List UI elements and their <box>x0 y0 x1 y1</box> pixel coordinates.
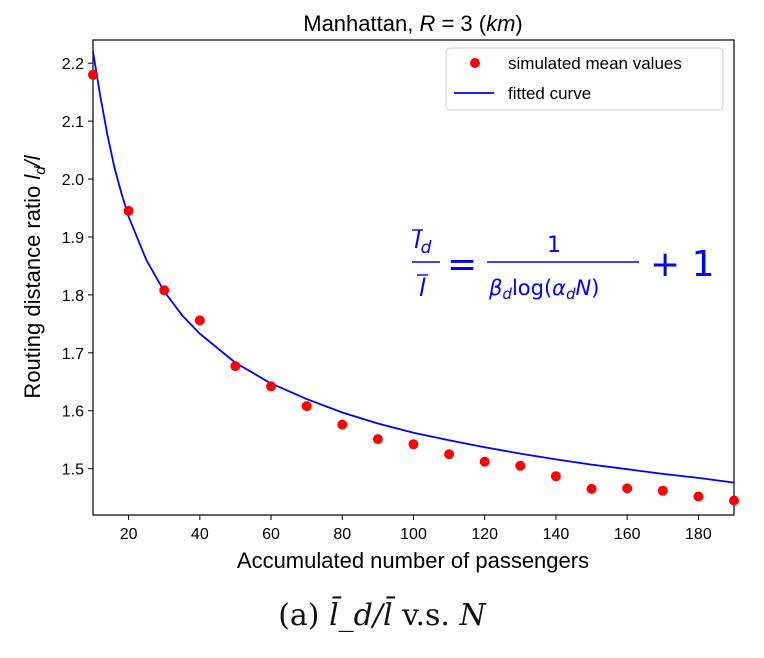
scatter-point <box>194 315 205 326</box>
legend-box <box>445 47 724 111</box>
legend-label-fitted: fitted curve <box>508 84 591 103</box>
y-tick-label: 1.6 <box>62 404 84 421</box>
caption-middle: v.s. <box>392 598 460 633</box>
svg-text:1: 1 <box>547 233 561 258</box>
scatter-point <box>550 471 561 482</box>
x-tick-label: 40 <box>191 526 209 543</box>
svg-text:βdlog(αdN): βdlog(αdN) <box>488 276 599 303</box>
x-tick-label: 60 <box>262 526 280 543</box>
legend-marker-simulated <box>470 58 480 68</box>
x-tick-label: 80 <box>333 526 351 543</box>
x-axis-label: Accumulated number of passengers <box>237 548 589 573</box>
chart: Manhattan, R = 3 (km) 20 40 60 80 100 120 140 1… <box>20 11 739 573</box>
caption-label: (a) <box>278 598 330 633</box>
scatter-point <box>408 439 419 450</box>
x-axis-ticks: 20 40 60 80 100 120 140 160 180 <box>120 515 712 543</box>
scatter-point <box>372 434 383 445</box>
scatter-point <box>622 483 633 494</box>
x-tick-label: 140 <box>543 526 570 543</box>
x-tick-label: 180 <box>685 526 712 543</box>
y-tick-label: 1.8 <box>62 288 84 305</box>
scatter-point <box>266 381 277 392</box>
caption-math: l̄_d/l̄ <box>329 598 393 633</box>
legend-label-simulated: simulated mean values <box>508 54 682 73</box>
scatter-point <box>444 449 455 460</box>
svg-text:l: l <box>419 274 426 302</box>
scatter-point <box>123 205 134 216</box>
caption-variable: N <box>459 598 486 633</box>
y-tick-label: 1.9 <box>62 230 84 247</box>
y-axis-ticks: 1.5 1.6 1.7 1.8 1.9 2.0 2.1 2.2 <box>62 56 93 479</box>
scatter-point <box>479 456 490 467</box>
scatter-point <box>88 69 98 80</box>
y-axis-label: Routing distance ratio ld/l <box>20 154 49 398</box>
svg-text:=: = <box>447 244 477 285</box>
fitted-curve-line <box>92 51 735 484</box>
x-tick-label: 160 <box>614 526 641 543</box>
scatter-point <box>657 485 668 496</box>
x-tick-label: 20 <box>120 526 138 543</box>
scatter-point <box>337 419 348 430</box>
y-tick-label: 2.1 <box>62 114 84 131</box>
scatter-point <box>515 460 526 471</box>
scatter-point <box>693 491 704 502</box>
y-tick-label: 1.5 <box>62 462 84 479</box>
scatter-points <box>88 69 739 506</box>
plot-content <box>88 51 739 506</box>
svg-text:+ 1: + 1 <box>650 244 715 285</box>
x-tick-label: 120 <box>471 526 498 543</box>
x-tick-label: 100 <box>400 526 427 543</box>
chart-title: Manhattan, R = 3 (km) <box>303 11 522 36</box>
legend: simulated mean values fitted curve <box>445 47 724 111</box>
y-tick-label: 2.2 <box>62 56 84 73</box>
scatter-point <box>586 483 597 494</box>
scatter-point <box>729 495 739 506</box>
plot-area <box>92 39 735 516</box>
y-tick-label: 1.7 <box>62 346 84 363</box>
scatter-point <box>301 401 312 412</box>
y-tick-label: 2.0 <box>62 172 84 189</box>
scatter-point <box>230 361 241 372</box>
formula-annotation: ld l = 1 βdlog(αdN) + 1 <box>412 226 715 303</box>
scatter-point <box>159 285 170 296</box>
figure-caption: (a) l̄_d/l̄ v.s. N <box>0 598 764 633</box>
